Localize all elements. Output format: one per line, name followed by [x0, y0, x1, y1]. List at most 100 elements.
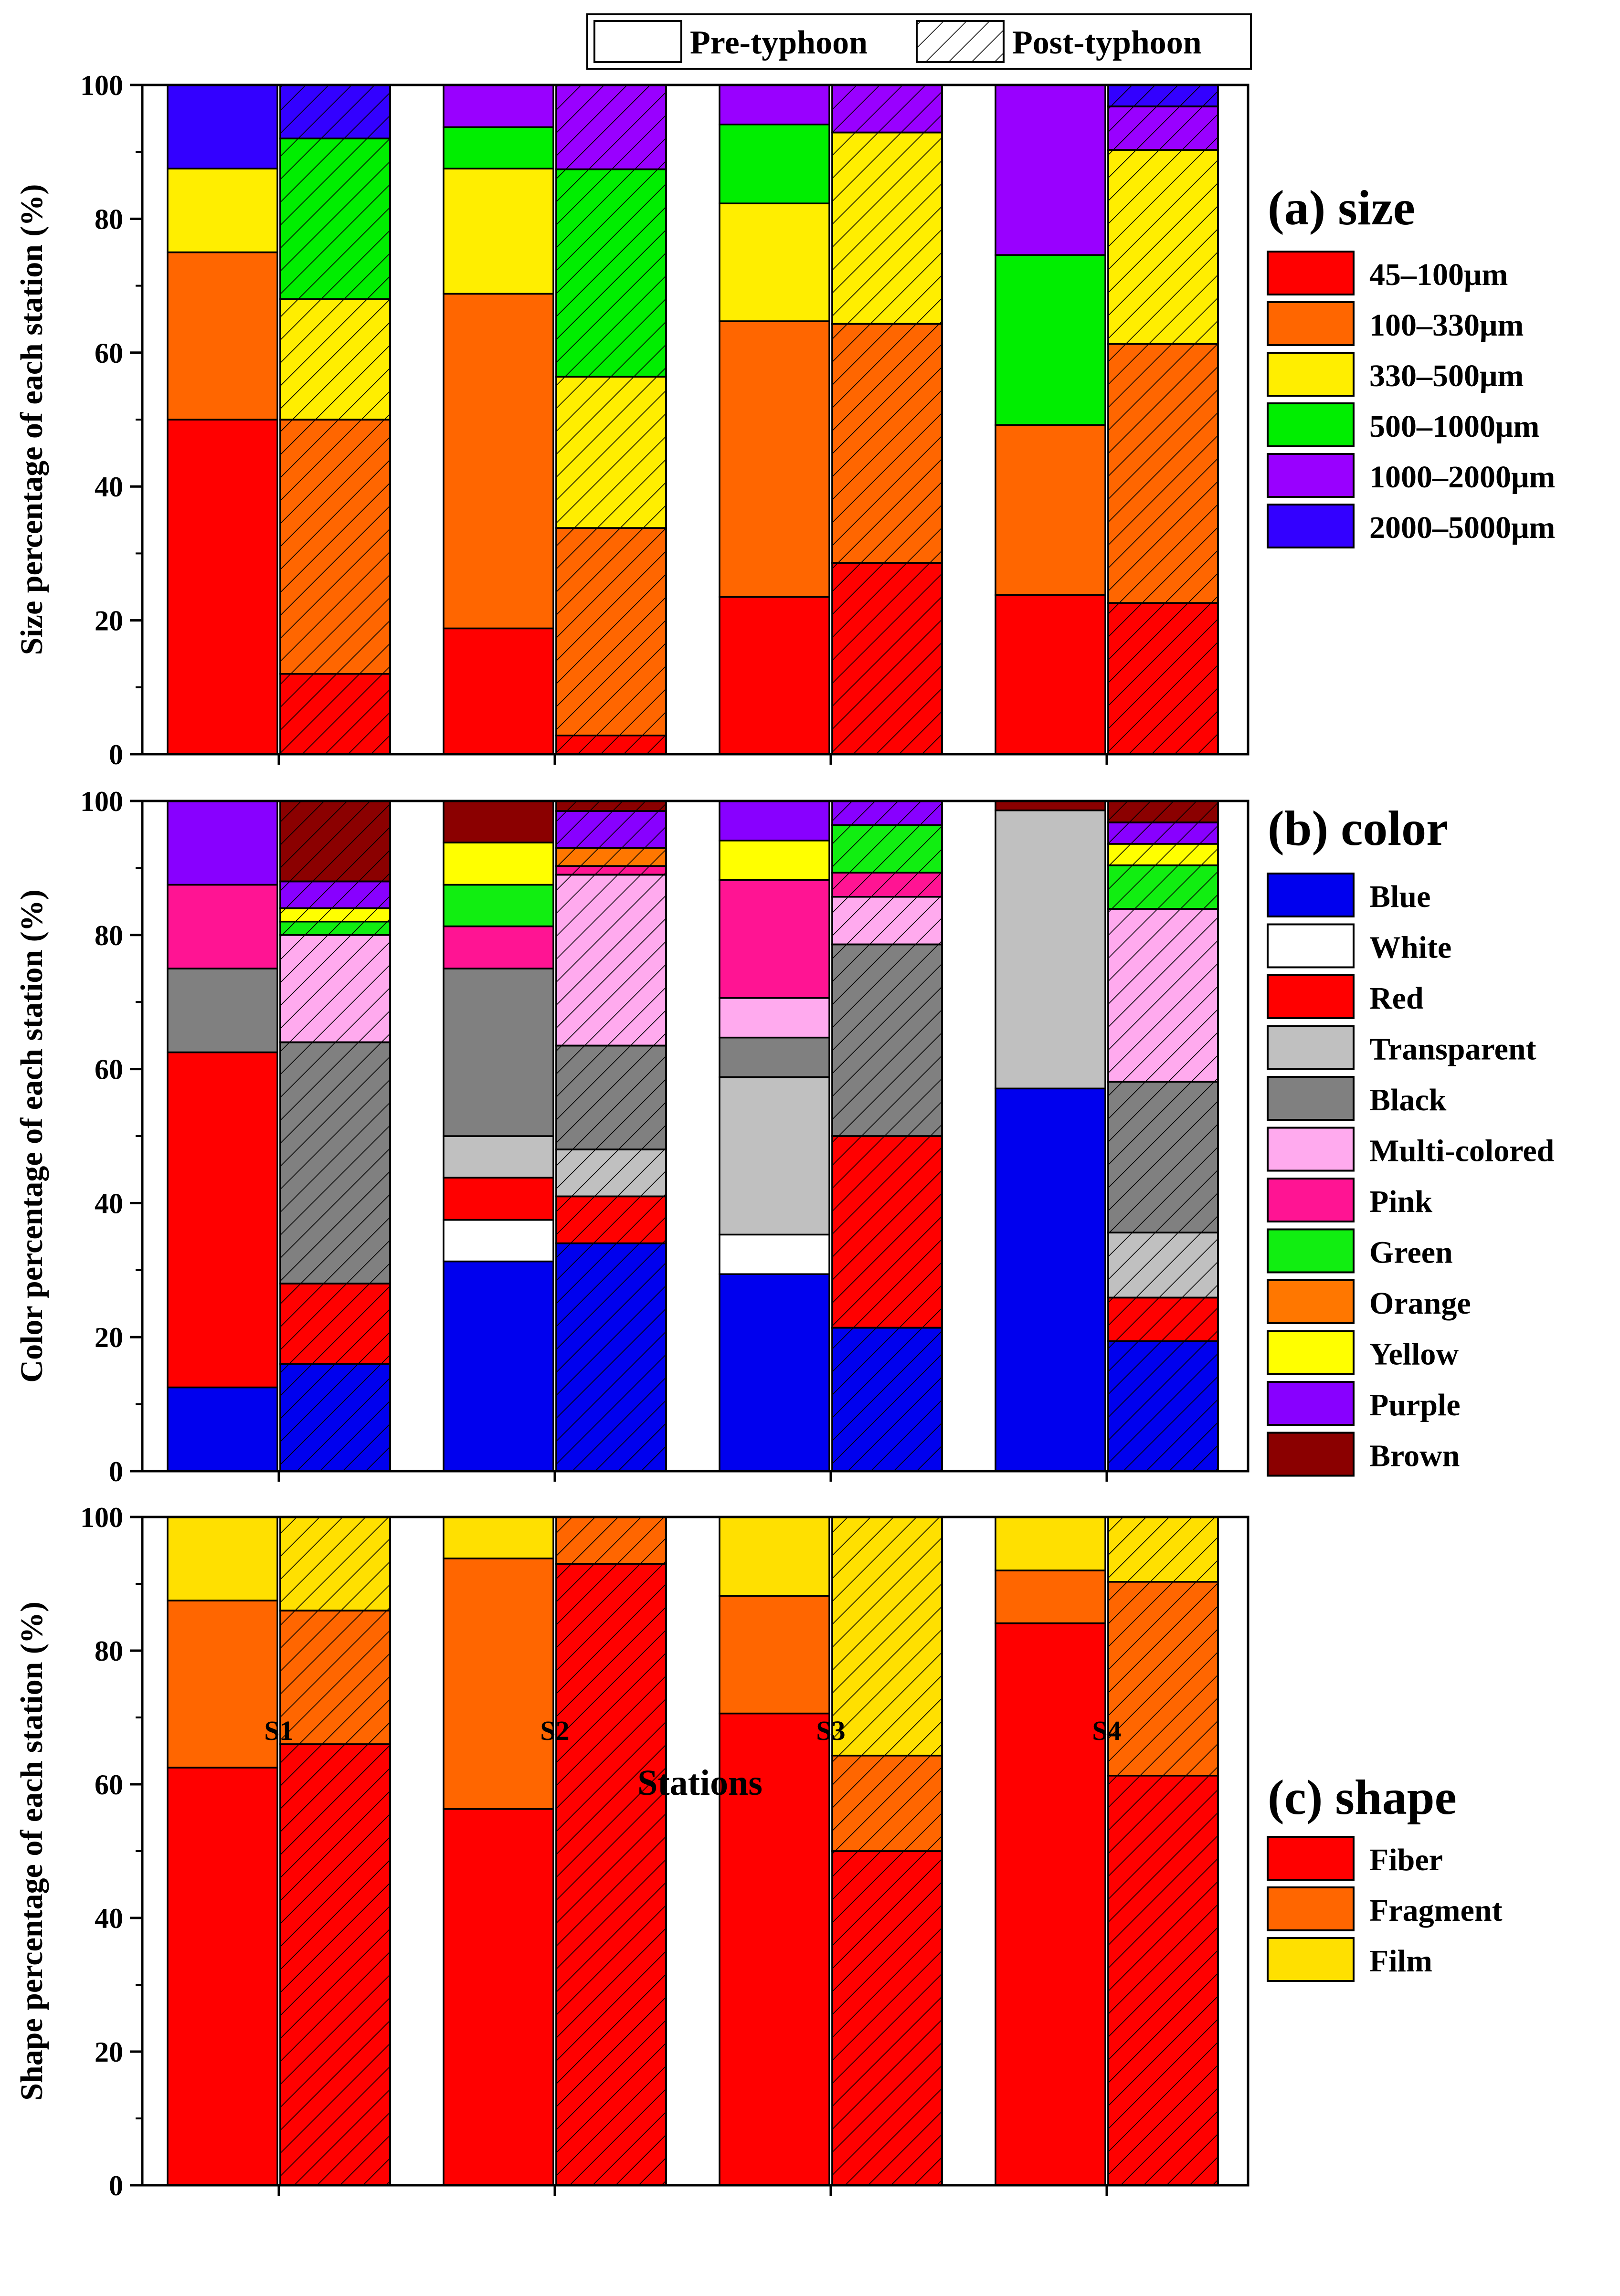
- bar-segment-size-s1-pre-2000-5000-m: [167, 84, 278, 169]
- x-tick-label-s4: S4: [1092, 1715, 1121, 1746]
- shape-legend-swatch-fragment: [1267, 1886, 1355, 1931]
- size-y-tick-label-20: 20: [95, 605, 123, 637]
- bar-segment-color-s3-pre-pink: [719, 879, 830, 999]
- shape-y-tick-label-20: 20: [95, 2036, 123, 2068]
- color-legend-label-pink: Pink: [1369, 1184, 1432, 1219]
- color-legend-swatch-yellow: [1267, 1330, 1355, 1375]
- bar-hatch-color-s1-black: [279, 1041, 391, 1285]
- bar-hatch-size-s1-2000-5000-m: [279, 84, 391, 139]
- bar-hatch-size-s1-100-330-m: [279, 419, 391, 675]
- bar-hatch-color-s1-blue: [279, 1363, 391, 1472]
- bar-hatch-shape-s1-fragment: [279, 1610, 391, 1745]
- color-legend-label-transparent: Transparent: [1369, 1032, 1536, 1067]
- bar-hatch-shape-s2-fiber: [555, 1563, 667, 2186]
- size-panel-title: (a) size: [1268, 180, 1415, 235]
- bar-hatch-size-s1-330-500-m: [279, 298, 391, 421]
- bar-segment-size-s1-pre-330-500-m: [167, 168, 278, 253]
- bar-hatch-shape-s4-fragment: [1107, 1581, 1219, 1777]
- bar-hatch-color-s3-red: [831, 1135, 943, 1329]
- x-tick-label-s2: S2: [540, 1715, 569, 1746]
- bar-segment-color-s3-pre-multi-colored: [719, 997, 830, 1039]
- bar-segment-size-s3-pre-100-330-m: [719, 320, 830, 598]
- bar-hatch-color-s3-multi-colored: [831, 896, 943, 946]
- bar-segment-color-s2-pre-transparent: [443, 1135, 554, 1179]
- size-y-tick-label-40: 40: [95, 471, 123, 503]
- bar-segment-color-s1-pre-black: [167, 968, 278, 1053]
- color-legend-swatch-purple: [1267, 1381, 1355, 1426]
- bar-hatch-color-s2-red: [555, 1195, 667, 1244]
- bar-hatch-size-s1-500-1000-m: [279, 137, 391, 300]
- bar-hatch-shape-s4-fiber: [1107, 1775, 1219, 2186]
- bar-segment-color-s2-pre-pink: [443, 925, 554, 969]
- bar-hatch-size-s1-45-100-m: [279, 673, 391, 755]
- shape-legend-label-fragment: Fragment: [1369, 1893, 1503, 1928]
- bar-hatch-size-s3-100-330-m: [831, 323, 943, 564]
- shape-y-tick-label-40: 40: [95, 1903, 123, 1934]
- bar-segment-shape-s4-pre-fragment: [995, 1569, 1106, 1624]
- bar-hatch-color-s1-brown: [279, 800, 391, 883]
- shape-legend-label-film: Film: [1369, 1944, 1432, 1979]
- size-legend-swatch-2000-5000-m: [1267, 504, 1355, 548]
- bar-segment-shape-s4-pre-film: [995, 1516, 1106, 1571]
- bar-segment-color-s4-pre-blue: [995, 1087, 1106, 1472]
- color-legend-swatch-brown: [1267, 1432, 1355, 1477]
- bar-segment-size-s3-pre-330-500-m: [719, 202, 830, 322]
- shape-y-tick-label-80: 80: [95, 1635, 123, 1667]
- bar-hatch-color-s4-multi-colored: [1107, 908, 1219, 1083]
- bar-segment-color-s2-pre-black: [443, 968, 554, 1137]
- x-axis: S1 S2 S3 S4 Stations: [264, 1715, 1121, 1803]
- bar-hatch-size-s2-1000-2000-m: [555, 84, 667, 170]
- color-legend-swatch-pink: [1267, 1178, 1355, 1222]
- color-legend-swatch-blue: [1267, 873, 1355, 917]
- color-y-tick-label-80: 80: [95, 920, 123, 951]
- size-legend-label-45-100-m: 45–100μm: [1369, 257, 1508, 292]
- bar-segment-color-s3-pre-yellow: [719, 840, 830, 881]
- bar-hatch-shape-s2-fragment: [555, 1516, 667, 1565]
- color-legend-label-white: White: [1369, 930, 1451, 965]
- size-legend-label-100-330-m: 100–330μm: [1369, 308, 1524, 343]
- bar-segment-size-s1-pre-100-330-m: [167, 251, 278, 421]
- color-legend-swatch-orange: [1267, 1279, 1355, 1324]
- color-legend-label-purple: Purple: [1369, 1388, 1461, 1422]
- bar-hatch-shape-s1-film: [279, 1516, 391, 1611]
- bar-hatch-shape-s3-fragment: [831, 1755, 943, 1852]
- color-y-tick-label-60: 60: [95, 1054, 123, 1085]
- bar-segment-color-s3-pre-purple: [719, 800, 830, 842]
- size-legend-label-500-1000-m: 500–1000μm: [1369, 409, 1539, 444]
- bar-segment-size-s4-pre-100-330-m: [995, 424, 1106, 596]
- color-legend-swatch-black: [1267, 1076, 1355, 1121]
- bar-hatch-color-s3-purple: [831, 800, 943, 826]
- bar-segment-shape-s1-pre-film: [167, 1516, 278, 1601]
- bar-hatch-size-s3-330-500-m: [831, 131, 943, 325]
- bar-segment-color-s2-pre-yellow: [443, 842, 554, 886]
- bar-hatch-color-s2-black: [555, 1044, 667, 1150]
- bar-hatch-size-s3-1000-2000-m: [831, 84, 943, 134]
- post-typhoon-swatch: [916, 20, 1005, 63]
- size-y-axis-title: Size percentage of each station (%): [14, 184, 49, 655]
- shape-y-tick-label-0: 0: [109, 2170, 123, 2201]
- bar-hatch-size-s4-2000-5000-m: [1107, 84, 1219, 107]
- bar-segment-shape-s2-pre-fiber: [443, 1808, 554, 2186]
- color-legend-label-green: Green: [1369, 1235, 1453, 1270]
- bar-segment-color-s2-pre-brown: [443, 800, 554, 843]
- bar-hatch-size-s4-45-100-m: [1107, 602, 1219, 755]
- bar-segment-shape-s1-pre-fragment: [167, 1600, 278, 1769]
- size-y-tick-label-100: 100: [80, 70, 123, 101]
- bar-hatch-color-s3-blue: [831, 1327, 943, 1472]
- color-legend-swatch-red: [1267, 974, 1355, 1019]
- bar-hatch-color-s1-green: [279, 920, 391, 936]
- bar-hatch-color-s1-red: [279, 1283, 391, 1365]
- bar-hatch-color-s2-pink: [555, 865, 667, 876]
- color-y-axis-title: Color percentage of each station (%): [14, 889, 49, 1382]
- bar-segment-shape-s3-pre-fragment: [719, 1595, 830, 1715]
- x-axis-title: Stations: [637, 1763, 762, 1803]
- bar-hatch-color-s4-red: [1107, 1296, 1219, 1342]
- bar-hatch-shape-s4-film: [1107, 1516, 1219, 1583]
- bar-hatch-color-s1-multi-colored: [279, 934, 391, 1043]
- bar-segment-size-s3-pre-500-1000-m: [719, 123, 830, 204]
- hatch-legend: Pre-typhoon Post-typhoon: [586, 13, 1252, 70]
- color-legend-swatch-transparent: [1267, 1025, 1355, 1070]
- size-y-tick-label-80: 80: [95, 203, 123, 235]
- bar-hatch-color-s4-blue: [1107, 1340, 1219, 1472]
- shape-legend-swatch-film: [1267, 1937, 1355, 1982]
